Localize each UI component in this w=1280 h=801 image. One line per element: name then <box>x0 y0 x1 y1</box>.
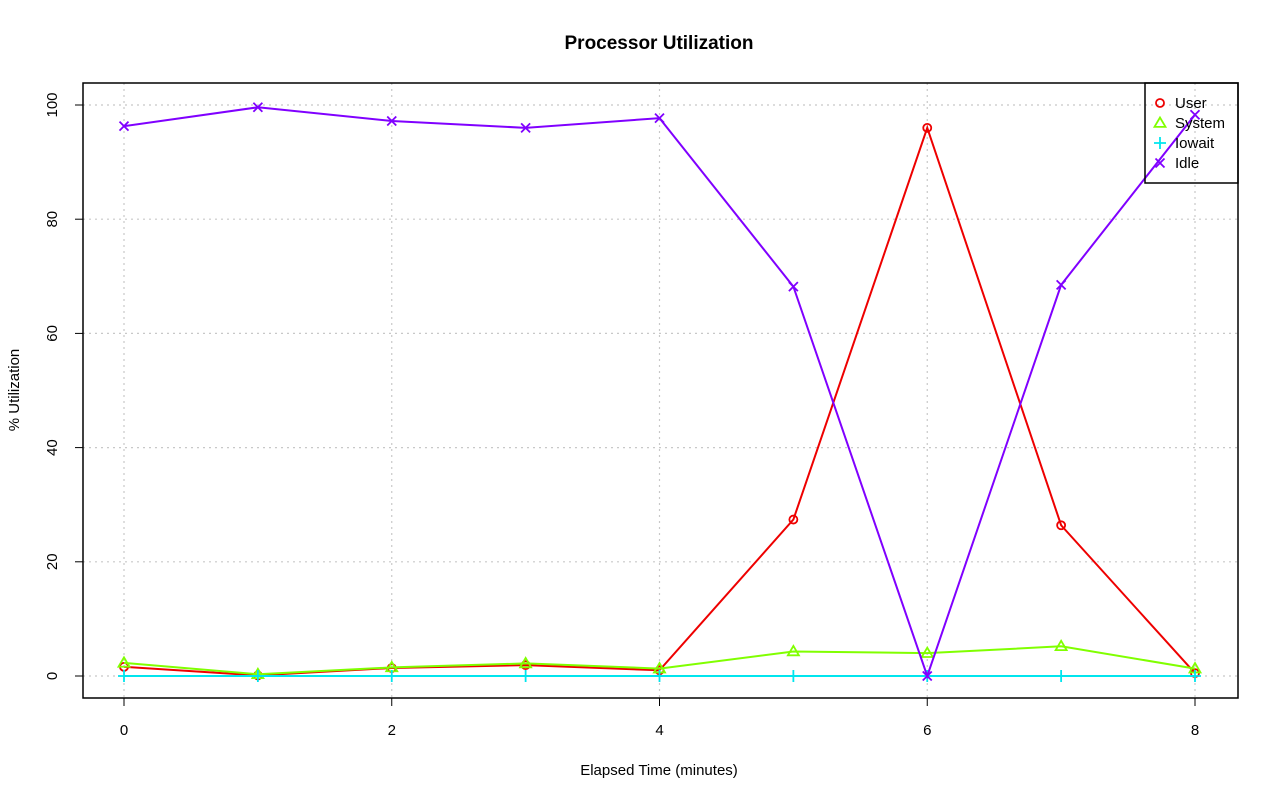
plot-frame <box>82 82 1239 699</box>
data-point-idle <box>788 281 799 292</box>
y-tick-label: 40 <box>44 439 61 456</box>
data-point-iowait <box>519 670 532 682</box>
series-idle <box>118 102 1201 682</box>
y-tick-label: 100 <box>44 92 61 117</box>
data-point-iowait <box>1055 670 1068 682</box>
data-point-idle <box>118 120 130 132</box>
x-tick-label: 4 <box>655 722 663 739</box>
data-point-idle <box>1189 109 1201 120</box>
data-point-system <box>116 655 132 668</box>
legend-label-iowait: Iowait <box>1175 135 1215 152</box>
y-tick-label: 80 <box>44 211 61 228</box>
data-point-idle <box>252 102 264 113</box>
data-point-system <box>786 644 801 657</box>
data-point-user <box>922 122 933 133</box>
legend-marker-idle <box>1154 157 1166 169</box>
legend-label-idle: Idle <box>1175 155 1199 172</box>
legend-marker-user <box>1155 98 1165 108</box>
y-tick-label: 60 <box>44 325 61 342</box>
data-point-idle <box>1055 279 1067 291</box>
data-point-idle <box>654 112 665 124</box>
data-point-system <box>518 656 533 669</box>
data-point-system <box>920 645 935 658</box>
data-point-iowait <box>653 670 666 682</box>
data-point-user <box>1056 520 1067 531</box>
x-axis-label: Elapsed Time (minutes) <box>580 762 738 779</box>
data-point-iowait <box>118 670 130 682</box>
x-tick-label: 0 <box>120 722 128 739</box>
series-line-system <box>123 645 1196 676</box>
legend-box <box>1144 82 1239 184</box>
data-point-idle <box>520 122 531 133</box>
y-tick-label: 0 <box>44 672 61 680</box>
series-iowait <box>118 670 1201 682</box>
x-tick-label: 2 <box>388 722 396 739</box>
data-point-iowait <box>385 670 398 682</box>
legend-label-system: System <box>1175 115 1225 132</box>
x-tick-label: 6 <box>923 722 931 739</box>
x-tick-label: 8 <box>1191 722 1199 739</box>
legend-marker-system <box>1152 115 1168 128</box>
data-point-idle <box>386 115 397 127</box>
legend-marker-iowait <box>1154 137 1166 149</box>
chart-title: Processor Utilization <box>565 33 754 54</box>
y-tick-label: 20 <box>44 553 61 570</box>
data-point-iowait <box>251 670 264 682</box>
series-layer <box>116 102 1203 682</box>
legend-label-user: User <box>1175 95 1207 112</box>
data-point-iowait <box>787 670 800 682</box>
data-point-idle <box>922 670 933 682</box>
data-point-iowait <box>1189 670 1201 682</box>
data-point-system <box>1054 639 1069 652</box>
data-point-user <box>788 514 799 525</box>
legend: User System Iowait Idle <box>1144 82 1239 184</box>
grid <box>83 83 1238 698</box>
y-axis-label: % Utilization <box>6 349 23 432</box>
